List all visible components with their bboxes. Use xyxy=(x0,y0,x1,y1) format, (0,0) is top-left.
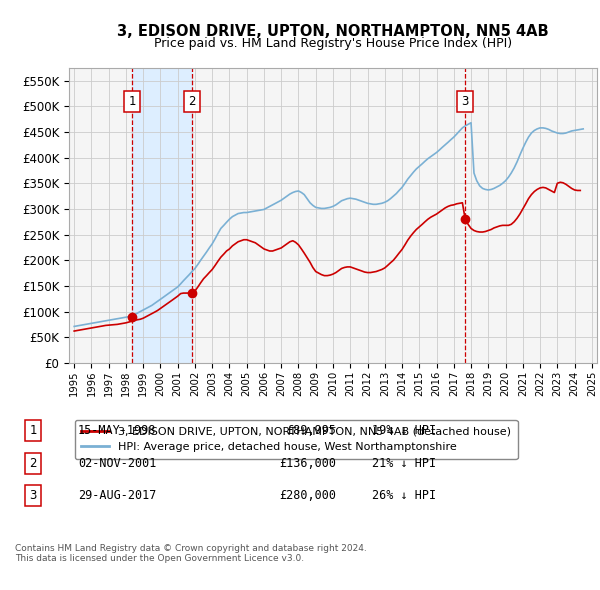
Text: £89,995: £89,995 xyxy=(286,424,336,437)
Text: This data is licensed under the Open Government Licence v3.0.: This data is licensed under the Open Gov… xyxy=(15,555,304,563)
Text: 3: 3 xyxy=(29,489,37,502)
Text: Contains HM Land Registry data © Crown copyright and database right 2024.: Contains HM Land Registry data © Crown c… xyxy=(15,544,367,553)
Text: 29-AUG-2017: 29-AUG-2017 xyxy=(78,489,157,502)
Text: 3: 3 xyxy=(461,95,469,108)
Text: 2: 2 xyxy=(29,457,37,470)
Text: 3, EDISON DRIVE, UPTON, NORTHAMPTON, NN5 4AB: 3, EDISON DRIVE, UPTON, NORTHAMPTON, NN5… xyxy=(117,24,549,38)
Text: 15-MAY-1998: 15-MAY-1998 xyxy=(78,424,157,437)
Text: 1: 1 xyxy=(128,95,136,108)
Text: 1: 1 xyxy=(29,424,37,437)
Legend: 3, EDISON DRIVE, UPTON, NORTHAMPTON, NN5 4AB (detached house), HPI: Average pric: 3, EDISON DRIVE, UPTON, NORTHAMPTON, NN5… xyxy=(74,420,518,459)
Text: 19% ↓ HPI: 19% ↓ HPI xyxy=(372,424,436,437)
Text: 2: 2 xyxy=(188,95,196,108)
Text: Price paid vs. HM Land Registry's House Price Index (HPI): Price paid vs. HM Land Registry's House … xyxy=(154,37,512,50)
Text: 26% ↓ HPI: 26% ↓ HPI xyxy=(372,489,436,502)
Text: 02-NOV-2001: 02-NOV-2001 xyxy=(78,457,157,470)
Bar xyxy=(133,68,192,363)
Text: 21% ↓ HPI: 21% ↓ HPI xyxy=(372,457,436,470)
Text: £136,000: £136,000 xyxy=(279,457,336,470)
Text: £280,000: £280,000 xyxy=(279,489,336,502)
